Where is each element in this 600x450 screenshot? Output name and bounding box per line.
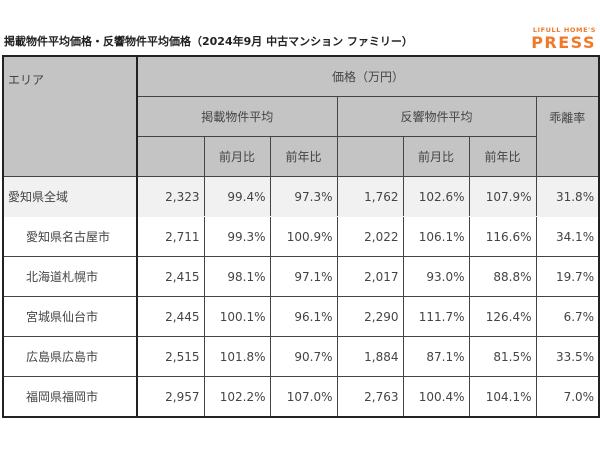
area-cell: 愛知県名古屋市 [2,216,138,257]
header-listed-mom: 前月比 [203,136,271,177]
listed-price-cell: 2,711 [136,216,205,257]
header-response-yoy: 前年比 [468,136,537,177]
logo-bottom-text: PRESS [531,32,596,52]
listed-yoy-cell: 96.1% [269,296,338,337]
response-price-cell: 2,763 [336,376,404,418]
table-row: 宮城県仙台市 2,445 100.1% 96.1% 2,290 111.7% 1… [2,296,600,337]
gap-rate-cell: 34.1% [535,216,600,257]
listed-mom-cell: 98.1% [203,256,271,297]
listed-mom-cell: 101.8% [203,336,271,377]
response-mom-cell: 102.6% [402,176,470,217]
area-cell: 北海道札幌市 [2,256,138,297]
listed-price-cell: 2,323 [136,176,205,217]
response-mom-cell: 93.0% [402,256,470,297]
response-price-cell: 2,017 [336,256,404,297]
listed-yoy-cell: 107.0% [269,376,338,418]
gap-rate-cell: 6.7% [535,296,600,337]
listed-mom-cell: 99.3% [203,216,271,257]
listed-yoy-cell: 100.9% [269,216,338,257]
listed-price-cell: 2,515 [136,336,205,377]
response-yoy-cell: 126.4% [468,296,537,337]
listed-yoy-cell: 97.1% [269,256,338,297]
response-price-cell: 1,762 [336,176,404,217]
response-price-cell: 1,884 [336,336,404,377]
logo-top-text: LIFULL HOME'S [532,26,596,34]
response-mom-cell: 100.4% [402,376,470,418]
area-cell: 広島県広島市 [2,336,138,377]
page-title: 掲載物件平均価格・反響物件平均価格（2024年9月 中古マンション ファミリー） [4,35,413,48]
response-mom-cell: 87.1% [402,336,470,377]
table-row: 愛知県名古屋市 2,711 99.3% 100.9% 2,022 106.1% … [2,216,600,257]
response-yoy-cell: 81.5% [468,336,537,377]
header-area: エリア [2,55,138,177]
listed-price-cell: 2,415 [136,256,205,297]
response-price-cell: 2,290 [336,296,404,337]
listed-yoy-cell: 90.7% [269,336,338,377]
listed-yoy-cell: 97.3% [269,176,338,217]
header-price: 価格（万円） [136,55,600,97]
price-table: エリア 価格（万円） 掲載物件平均 反響物件平均 乖離率 前月比 前年比 前月比… [2,55,600,418]
header-response-avg: 反響物件平均 [336,96,537,137]
gap-rate-cell: 33.5% [535,336,600,377]
header-listed-blank [136,136,205,177]
response-yoy-cell: 116.6% [468,216,537,257]
listed-price-cell: 2,957 [136,376,205,418]
response-yoy-cell: 88.8% [468,256,537,297]
listed-mom-cell: 99.4% [203,176,271,217]
header-listed-yoy: 前年比 [269,136,338,177]
table-row: 広島県広島市 2,515 101.8% 90.7% 1,884 87.1% 81… [2,336,600,377]
table-row: 福岡県福岡市 2,957 102.2% 107.0% 2,763 100.4% … [2,376,600,418]
response-price-cell: 2,022 [336,216,404,257]
response-yoy-cell: 104.1% [468,376,537,418]
header-listed-avg: 掲載物件平均 [136,96,338,137]
listed-mom-cell: 102.2% [203,376,271,418]
brand-logo: LIFULL HOME'S PRESS [531,27,596,51]
listed-mom-cell: 100.1% [203,296,271,337]
header-gap-rate: 乖離率 [535,96,600,177]
gap-rate-cell: 31.8% [535,176,600,217]
area-cell: 愛知県全域 [2,176,138,217]
area-cell: 福岡県福岡市 [2,376,138,418]
gap-rate-cell: 19.7% [535,256,600,297]
listed-price-cell: 2,445 [136,296,205,337]
header-response-mom: 前月比 [402,136,470,177]
gap-rate-cell: 7.0% [535,376,600,418]
header-response-blank [336,136,404,177]
response-mom-cell: 106.1% [402,216,470,257]
table-row: 北海道札幌市 2,415 98.1% 97.1% 2,017 93.0% 88.… [2,256,600,297]
table-row: 愛知県全域 2,323 99.4% 97.3% 1,762 102.6% 107… [2,176,600,217]
response-yoy-cell: 107.9% [468,176,537,217]
area-cell: 宮城県仙台市 [2,296,138,337]
response-mom-cell: 111.7% [402,296,470,337]
